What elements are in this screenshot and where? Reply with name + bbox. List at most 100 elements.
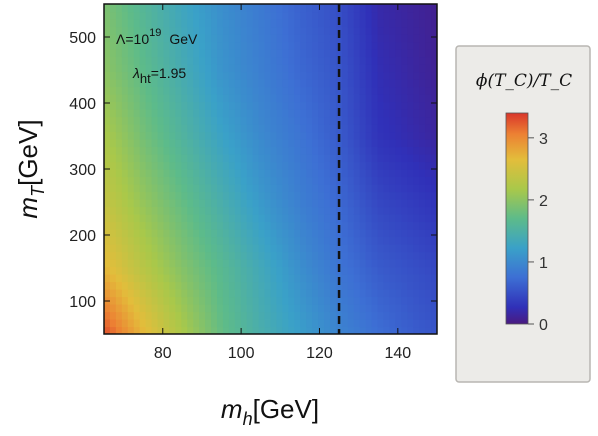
heatmap-cell	[312, 176, 319, 185]
heatmap-cell	[359, 289, 367, 298]
heatmap-cell	[341, 79, 349, 88]
heatmap-cell	[240, 79, 248, 88]
heatmap-cell	[151, 146, 159, 155]
heatmap-cell	[341, 176, 349, 185]
heatmap-cell	[431, 259, 437, 268]
heatmap-cell	[181, 221, 188, 230]
heatmap-cell	[181, 184, 188, 193]
heatmap-cell	[347, 139, 355, 148]
heatmap-cell	[157, 146, 165, 155]
heatmap-cell	[270, 244, 278, 253]
heatmap-cell	[121, 26, 129, 35]
heatmap-cell	[199, 304, 206, 313]
heatmap-cell	[371, 49, 379, 58]
heatmap-cell	[151, 64, 159, 73]
heatmap-cell	[234, 64, 242, 73]
heatmap-cell	[104, 101, 111, 110]
heatmap-cell	[353, 236, 361, 245]
heatmap-cell	[324, 259, 331, 268]
heatmap-cell	[371, 79, 379, 88]
heatmap-cell	[193, 49, 200, 58]
heatmap-cell	[133, 71, 141, 80]
heatmap-cell	[127, 49, 135, 58]
heatmap-cell	[312, 304, 319, 313]
heatmap-cell	[371, 281, 379, 290]
heatmap-cell	[234, 326, 242, 334]
heatmap-cell	[413, 214, 420, 223]
heatmap-cell	[264, 124, 272, 133]
heatmap-cell	[359, 109, 367, 118]
heatmap-cell	[413, 236, 420, 245]
heatmap-cell	[383, 274, 391, 283]
heatmap-cell	[234, 274, 242, 283]
heatmap-cell	[169, 319, 176, 328]
heatmap-cell	[389, 161, 396, 170]
heatmap-cell	[240, 236, 248, 245]
heatmap-cell	[324, 154, 331, 163]
heatmap-cell	[294, 289, 301, 298]
heatmap-cell	[145, 19, 153, 28]
heatmap-cell	[127, 214, 135, 223]
heatmap-cell	[157, 169, 165, 178]
heatmap-cell	[169, 64, 176, 73]
heatmap-cell	[222, 34, 230, 43]
heatmap-cell	[104, 311, 111, 320]
heatmap-cell	[181, 304, 188, 313]
heatmap-cell	[335, 281, 343, 290]
heatmap-cell	[145, 191, 153, 200]
heatmap-cell	[329, 116, 337, 125]
heatmap-cell	[175, 214, 182, 223]
heatmap-cell	[300, 94, 307, 103]
heatmap-cell	[151, 86, 159, 95]
heatmap-cell	[282, 214, 289, 223]
heatmap-cell	[431, 176, 437, 185]
heatmap-cell	[199, 146, 206, 155]
heatmap-cell	[216, 124, 224, 133]
heatmap-cell	[211, 304, 218, 313]
heatmap-cell	[395, 229, 402, 238]
heatmap-cell	[115, 229, 123, 238]
heatmap-cell	[211, 139, 218, 148]
heatmap-cell	[258, 4, 266, 13]
heatmap-cell	[306, 296, 313, 305]
heatmap-cell	[163, 274, 171, 283]
heatmap-cell	[175, 274, 182, 283]
heatmap-cell	[329, 34, 337, 43]
heatmap-cell	[288, 221, 295, 230]
heatmap-cell	[151, 319, 159, 328]
heatmap-cell	[258, 289, 266, 298]
heatmap-cell	[181, 289, 188, 298]
heatmap-cell	[341, 244, 349, 253]
heatmap-cell	[211, 86, 218, 95]
heatmap-cell	[133, 124, 141, 133]
heatmap-cell	[288, 229, 295, 238]
heatmap-cell	[324, 281, 331, 290]
heatmap-cell	[401, 229, 408, 238]
heatmap-cell	[181, 251, 188, 260]
heatmap-cell	[324, 11, 331, 20]
heatmap-cell	[246, 191, 254, 200]
heatmap-cell	[419, 49, 426, 58]
heatmap-cell	[240, 94, 248, 103]
heatmap-cell	[270, 131, 278, 140]
heatmap-cell	[389, 79, 396, 88]
heatmap-cell	[353, 326, 361, 334]
heatmap-cell	[324, 191, 331, 200]
heatmap-cell	[199, 229, 206, 238]
heatmap-cell	[282, 11, 289, 20]
heatmap-cell	[234, 251, 242, 260]
heatmap-cell	[329, 19, 337, 28]
heatmap-cell	[407, 319, 414, 328]
heatmap-cell	[282, 229, 289, 238]
heatmap-cell	[359, 274, 367, 283]
heatmap-cell	[300, 4, 307, 13]
heatmap-cell	[413, 94, 420, 103]
heatmap-cell	[288, 124, 295, 133]
heatmap-cell	[234, 71, 242, 80]
heatmap-cell	[199, 281, 206, 290]
heatmap-cell	[347, 244, 355, 253]
heatmap-cell	[115, 56, 123, 65]
heatmap-cell	[228, 221, 236, 230]
heatmap-cell	[205, 11, 212, 20]
heatmap-cell	[252, 319, 260, 328]
